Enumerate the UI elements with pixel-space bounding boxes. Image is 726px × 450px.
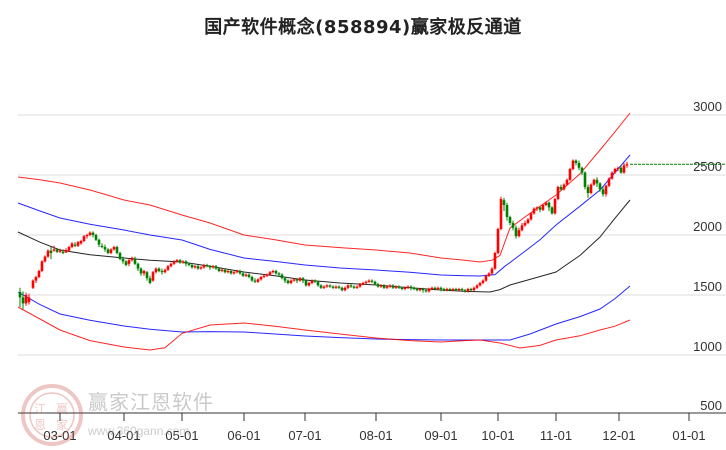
x-tick-label: 11-01 — [539, 428, 573, 443]
x-tick-label: 09-01 — [424, 428, 458, 443]
y-tick-label: 500 — [700, 398, 722, 413]
y-tick-label: 1500 — [693, 279, 722, 294]
gridlines — [18, 114, 726, 356]
x-tick-label: 08-01 — [359, 428, 393, 443]
x-tick-label: 05-01 — [165, 428, 199, 443]
watermark-url: www.360gann.com — [88, 424, 190, 438]
y-tick-label: 2000 — [693, 219, 722, 234]
x-tick-label: 12-01 — [602, 428, 636, 443]
svg-text:江: 江 — [34, 402, 46, 416]
x-tick-label: 03-01 — [43, 428, 77, 443]
y-tick-label: 3000 — [693, 99, 722, 114]
middle_black-line — [17, 199, 631, 293]
chart-title: 国产软件概念(858894)赢家极反通道 — [204, 17, 522, 38]
svg-text:赢: 赢 — [56, 401, 68, 416]
svg-text:恩: 恩 — [34, 418, 46, 432]
candles — [18, 159, 629, 310]
x-tick-label: 06-01 — [227, 428, 261, 443]
channel-bands — [17, 112, 726, 351]
x-tick-label: 01-01 — [672, 428, 706, 443]
x-tick-label: 10-01 — [481, 428, 515, 443]
lower_blue_band-line — [17, 285, 631, 341]
x-tick-label: 04-01 — [107, 428, 141, 443]
upper_red_band-line — [17, 112, 631, 263]
x-axis — [18, 412, 726, 421]
y-tick-label: 1000 — [693, 339, 722, 354]
y-tick-label: 2500 — [693, 159, 722, 174]
upper_blue_band-line — [17, 154, 631, 277]
x-tick-label: 07-01 — [288, 428, 322, 443]
watermark-brand: 赢家江恩软件 — [88, 390, 214, 414]
watermark-seal-icon: 江 赢 恩 家 — [21, 384, 83, 446]
lower_red_band-line — [17, 306, 631, 351]
svg-text:家: 家 — [56, 417, 68, 432]
